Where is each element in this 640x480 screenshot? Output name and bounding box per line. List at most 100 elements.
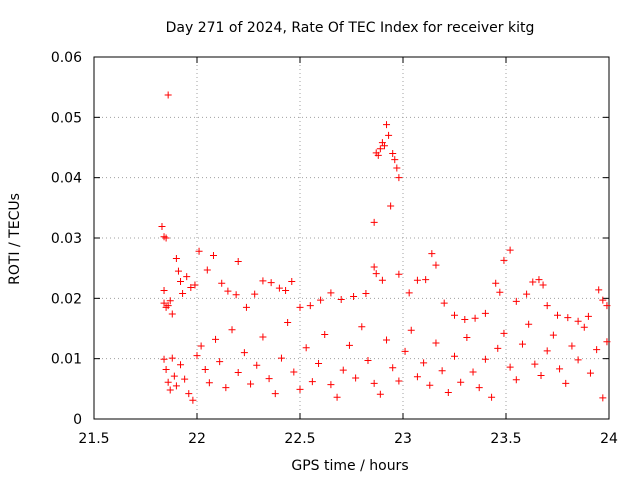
data-point — [586, 369, 594, 377]
data-point — [500, 329, 508, 337]
data-point — [333, 393, 341, 401]
data-point — [162, 366, 170, 374]
data-point — [525, 320, 533, 328]
data-point — [370, 263, 378, 271]
data-point — [451, 311, 458, 319]
data-point — [393, 164, 401, 172]
data-point — [426, 381, 434, 389]
data-point — [444, 388, 452, 396]
data-point — [413, 373, 421, 381]
data-point — [506, 246, 514, 254]
data-point — [170, 372, 178, 380]
data-point — [580, 323, 588, 331]
data-point — [432, 339, 440, 347]
data-point — [556, 365, 564, 373]
data-point — [463, 334, 471, 342]
data-point — [413, 276, 421, 284]
data-point — [166, 297, 174, 305]
data-point — [395, 174, 403, 182]
data-point — [488, 393, 496, 401]
data-point — [562, 379, 570, 387]
data-point — [564, 314, 572, 322]
data-point — [308, 378, 316, 386]
data-point — [568, 342, 576, 350]
data-point — [529, 278, 537, 286]
data-point — [164, 302, 172, 310]
y-tick-label: 0 — [73, 412, 82, 428]
data-point — [383, 336, 391, 344]
y-tick-label: 0.01 — [51, 352, 82, 368]
data-point — [469, 368, 477, 376]
data-point — [191, 281, 199, 289]
data-point — [603, 302, 611, 310]
data-point — [554, 311, 561, 319]
data-point — [164, 378, 172, 386]
data-point — [259, 333, 267, 341]
y-tick-label: 0.02 — [51, 291, 82, 307]
plot-frame — [93, 56, 610, 420]
data-point — [395, 377, 403, 385]
data-point — [389, 364, 397, 372]
data-point — [531, 360, 539, 368]
data-point — [595, 286, 603, 294]
data-point — [370, 218, 378, 226]
data-point — [537, 372, 545, 380]
data-point — [543, 302, 551, 310]
data-point — [232, 291, 240, 299]
data-point — [494, 344, 502, 352]
data-point — [327, 289, 335, 297]
data-point — [209, 251, 217, 259]
data-point — [174, 267, 182, 275]
data-point — [179, 290, 187, 298]
data-point — [267, 279, 275, 287]
axis-ticks — [93, 56, 610, 420]
data-point — [222, 384, 230, 392]
data-point — [172, 382, 180, 390]
data-point — [168, 354, 176, 362]
data-point — [193, 352, 201, 360]
data-point — [364, 356, 372, 364]
data-point — [395, 270, 403, 278]
data-point — [372, 270, 380, 278]
data-point — [362, 290, 370, 298]
data-point — [228, 326, 236, 334]
data-point — [205, 379, 213, 387]
data-point — [197, 342, 205, 350]
data-point — [440, 299, 448, 307]
data-point — [457, 378, 465, 386]
data-point — [212, 335, 220, 343]
x-tick-label: 22 — [188, 431, 206, 447]
data-point — [500, 256, 508, 264]
grid — [94, 57, 609, 419]
data-point — [195, 247, 203, 255]
data-point — [387, 202, 395, 210]
data-point — [203, 266, 211, 274]
y-tick-label: 0.06 — [51, 50, 82, 66]
data-point — [327, 381, 335, 389]
data-point — [247, 380, 255, 388]
data-point — [234, 369, 242, 377]
y-tick-label: 0.05 — [51, 110, 82, 126]
x-tick-label: 24 — [600, 431, 618, 447]
data-point — [405, 289, 413, 297]
data-point — [475, 384, 483, 392]
data-point — [358, 323, 366, 331]
data-point — [603, 338, 611, 346]
data-point — [253, 361, 261, 369]
data-point — [481, 355, 489, 363]
data-point — [277, 354, 285, 362]
data-point — [432, 261, 440, 269]
data-point — [216, 358, 224, 366]
data-point — [574, 356, 582, 364]
data-point — [164, 91, 172, 99]
data-point — [185, 390, 193, 398]
data-point — [391, 156, 399, 164]
data-point — [158, 223, 166, 231]
y-axis-label: ROTI / TECUs — [7, 193, 23, 285]
data-point — [543, 347, 551, 355]
data-point — [549, 331, 557, 339]
data-point — [352, 374, 360, 382]
data-point — [428, 250, 436, 258]
data-point — [172, 255, 180, 263]
data-point — [275, 284, 283, 292]
